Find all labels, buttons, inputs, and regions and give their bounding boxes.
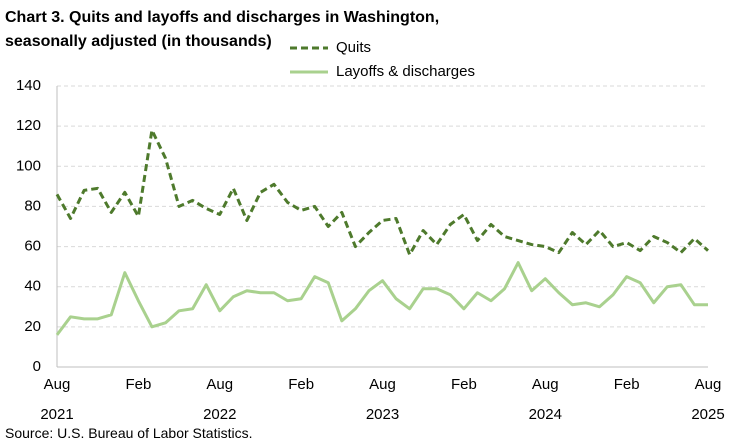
x-tick-label: Feb <box>288 376 315 393</box>
data-line <box>55 128 709 257</box>
x-tick-label: Feb <box>450 376 477 393</box>
x-tick-label: Feb <box>613 376 640 393</box>
y-tick-label: 120 <box>16 117 41 134</box>
x-tick-label: Feb <box>125 376 152 393</box>
source-note: Source: U.S. Bureau of Labor Statistics. <box>5 425 253 441</box>
y-tick-label: 60 <box>24 238 41 255</box>
x-tick-label: Aug 2024 <box>528 376 562 423</box>
y-tick-label: 20 <box>24 318 41 335</box>
y-tick-label: 80 <box>24 197 41 214</box>
y-tick-label: 100 <box>16 157 41 174</box>
data-line <box>55 261 708 336</box>
y-tick-label: 40 <box>24 278 41 295</box>
y-tick-label: 140 <box>16 77 41 94</box>
x-tick-label: Aug 2023 <box>365 376 400 423</box>
chart-title: Chart 3. Quits and layoffs and discharge… <box>5 9 440 50</box>
x-tick-label: Aug 2022 <box>203 376 237 423</box>
y-tick-label: 0 <box>33 358 41 375</box>
x-tick-label: Aug 2021 <box>40 376 74 423</box>
legend-label: Quits <box>336 39 371 56</box>
legend-label: Layoffs & discharges <box>336 63 475 80</box>
x-tick-label: Aug 2025 <box>691 376 725 423</box>
